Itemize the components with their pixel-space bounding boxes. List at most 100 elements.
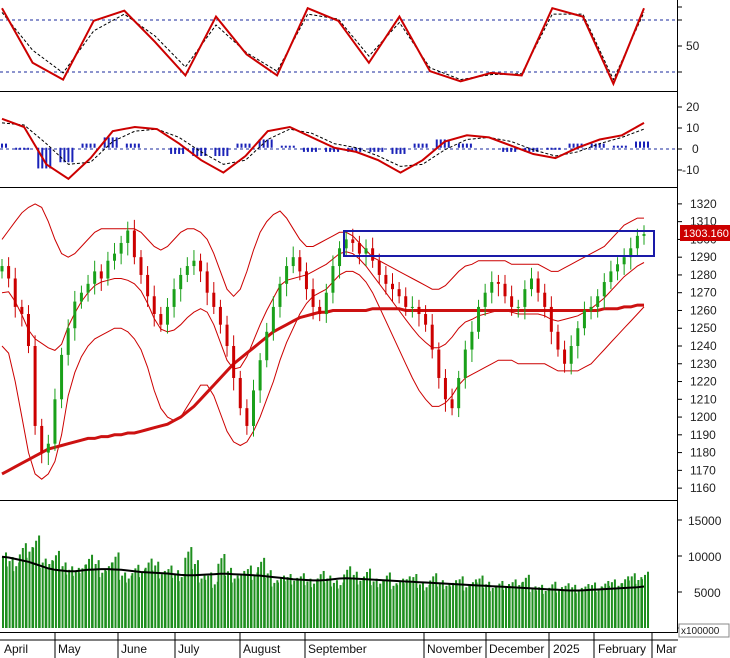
last-price-marker <box>680 225 730 241</box>
volume-bar <box>118 579 121 628</box>
volume-bar <box>114 556 117 628</box>
volume-bar <box>521 581 524 628</box>
volume-bar <box>597 588 600 628</box>
volume-bar <box>58 571 61 628</box>
candle-body <box>60 354 64 400</box>
candle-body <box>13 278 17 307</box>
volume-bar <box>412 577 415 628</box>
volume-bar <box>127 578 130 628</box>
volume-bar <box>432 576 435 628</box>
candle-body <box>463 349 467 378</box>
volume-bar <box>15 566 18 628</box>
price-tick-label: 1200 <box>690 410 717 424</box>
volume-bar <box>310 587 313 628</box>
volume-bar <box>2 556 4 628</box>
month-label: February <box>598 642 646 656</box>
candle-body <box>523 289 527 307</box>
candle-body <box>616 264 620 272</box>
volume-bar <box>385 575 388 628</box>
volume-bar <box>98 577 101 628</box>
candle-body <box>132 230 136 258</box>
volume-bar <box>468 585 471 628</box>
volume-bar <box>429 580 432 628</box>
bollinger-upper-band <box>1 203 644 298</box>
volume-bar <box>290 584 293 628</box>
volume-bar <box>435 586 438 628</box>
candle-body <box>582 310 586 329</box>
volume-bar <box>32 547 35 628</box>
price-tick-label: 1240 <box>690 339 717 353</box>
volume-bar <box>303 585 306 628</box>
volume-axis: 15000 10000 5000 0 <box>677 514 722 635</box>
volume-bar <box>498 583 501 628</box>
volume-bar <box>233 578 236 628</box>
volume-bar <box>482 587 485 628</box>
candle-body <box>609 271 613 283</box>
volume-bar <box>177 581 180 628</box>
candle-body <box>0 266 4 272</box>
candle-body <box>596 296 600 307</box>
volume-moving-average <box>1 555 645 592</box>
price-panel: 1320131013001290128012701260125012401230… <box>0 197 730 495</box>
volume-bar <box>359 580 362 628</box>
candle-body <box>192 260 196 267</box>
candle-body <box>99 271 103 279</box>
macd-histogram <box>1 137 649 169</box>
volume-tick-label: 5000 <box>694 586 721 600</box>
price-tick-label: 1230 <box>690 357 717 371</box>
candle-body <box>622 257 626 265</box>
volume-bar <box>584 586 587 628</box>
candle-body <box>549 306 553 332</box>
volume-bar <box>505 586 508 628</box>
volume-bar <box>319 574 322 628</box>
macd-signal-line <box>1 122 645 167</box>
volume-bar <box>88 558 91 628</box>
volume-bar <box>502 589 505 628</box>
volume-bar <box>405 579 408 628</box>
volume-unit-box <box>678 623 730 638</box>
volume-bar <box>54 555 57 628</box>
volume-bar <box>488 591 491 628</box>
month-axis: April May June July August September Nov… <box>0 633 678 658</box>
volume-bar <box>641 579 643 628</box>
candle-body <box>252 390 256 426</box>
volume-tick-label: 15000 <box>688 514 722 528</box>
stoch-k-line <box>1 6 645 87</box>
volume-bar <box>644 574 646 628</box>
candle-body <box>338 248 342 267</box>
volume-bar <box>94 564 97 628</box>
volume-bar <box>85 564 88 628</box>
volume-bar <box>193 564 196 628</box>
candle-body <box>46 443 50 453</box>
candle-body <box>20 306 24 315</box>
volume-bar <box>624 579 627 628</box>
candle-body <box>106 260 110 279</box>
volume-bar <box>604 583 607 628</box>
volume-bar <box>346 569 349 628</box>
volume-bar <box>190 569 193 628</box>
volume-bar <box>617 585 620 628</box>
macd-tick-label: 20 <box>686 100 700 114</box>
candle-body <box>179 274 183 290</box>
candle-body <box>642 234 646 236</box>
candle-body <box>635 235 639 249</box>
volume-bar <box>35 540 38 628</box>
volume-bar <box>174 573 177 628</box>
candle-body <box>7 266 11 279</box>
volume-bar <box>363 576 366 628</box>
candle-body <box>79 292 83 302</box>
volume-bar <box>21 548 24 628</box>
month-label: 2025 <box>553 642 580 656</box>
volume-bar <box>276 582 279 628</box>
volume-bar <box>8 561 11 628</box>
volume-bar <box>382 579 385 628</box>
volume-bar <box>164 573 167 628</box>
price-tick-label: 1260 <box>690 303 717 317</box>
volume-bar <box>554 592 557 628</box>
candle-body <box>470 331 474 350</box>
volume-bar <box>531 588 534 628</box>
volume-bar <box>442 589 445 628</box>
macd-panel: 20 10 0 -10 <box>0 100 700 181</box>
volume-bar <box>379 583 382 628</box>
candle-body <box>126 230 130 243</box>
